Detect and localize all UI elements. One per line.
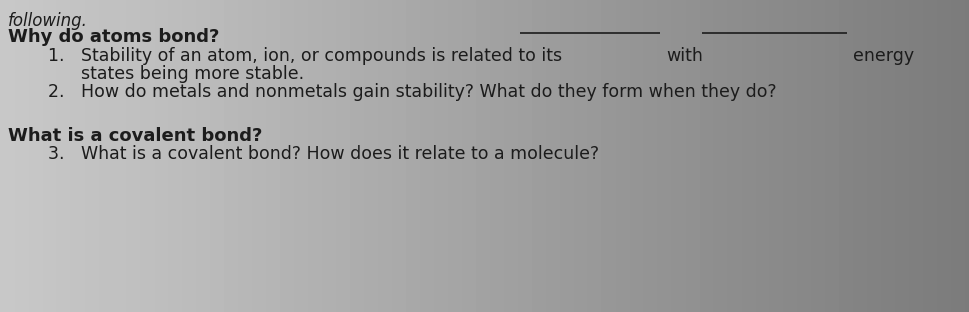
- Text: following.: following.: [8, 12, 88, 30]
- Text: 2.   How do metals and nonmetals gain stability? What do they form when they do?: 2. How do metals and nonmetals gain stab…: [48, 83, 776, 101]
- Text: 1.   Stability of an atom, ion, or compounds is related to its: 1. Stability of an atom, ion, or compoun…: [48, 47, 562, 65]
- Text: with: with: [666, 47, 703, 65]
- Text: Why do atoms bond?: Why do atoms bond?: [8, 28, 219, 46]
- Text: What is a covalent bond?: What is a covalent bond?: [8, 127, 263, 145]
- Text: 3.   What is a covalent bond? How does it relate to a molecule?: 3. What is a covalent bond? How does it …: [48, 145, 599, 163]
- Text: energy: energy: [853, 47, 914, 65]
- Text: states being more stable.: states being more stable.: [48, 65, 304, 83]
